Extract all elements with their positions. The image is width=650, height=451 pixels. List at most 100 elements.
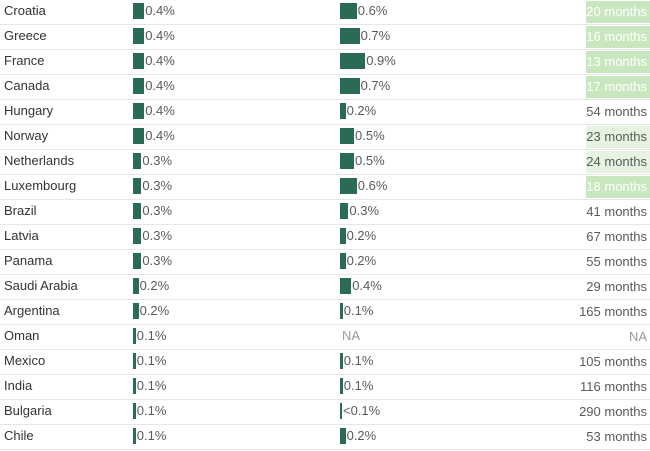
value-metric-b: <0.1% xyxy=(343,403,381,418)
country-label: Brazil xyxy=(4,203,37,218)
bar-metric-b xyxy=(340,28,360,44)
table-row: Panama 0.3% 0.2% 55 months xyxy=(0,250,650,275)
value-metric-b: 0.5% xyxy=(355,153,385,168)
table-row: Latvia 0.3% 0.2% 67 months xyxy=(0,225,650,250)
months-value: 18 months xyxy=(586,179,647,194)
months-cell: 116 months xyxy=(580,376,650,398)
value-metric-b: 0.6% xyxy=(357,178,388,193)
bar-metric-b xyxy=(340,178,357,194)
bar-metric-a xyxy=(133,178,142,194)
table-row: Argentina 0.2% 0.1% 165 months xyxy=(0,300,650,325)
months-cell: 53 months xyxy=(586,426,650,448)
bar-metric-a xyxy=(133,253,142,269)
months-value: 16 months xyxy=(586,29,647,44)
bar-metric-a xyxy=(133,3,145,19)
months-value: 24 months xyxy=(586,154,647,169)
value-metric-a: 0.4% xyxy=(145,103,175,118)
bar-metric-b xyxy=(340,253,346,269)
value-metric-a: 0.4% xyxy=(145,3,175,18)
country-label: Greece xyxy=(4,28,47,43)
value-metric-a: 0.3% xyxy=(142,203,173,218)
country-label: France xyxy=(4,53,45,68)
months-value: 29 months xyxy=(586,279,647,294)
bar-metric-b xyxy=(340,203,349,219)
value-metric-b: 0.1% xyxy=(343,303,374,318)
value-metric-a: 0.1% xyxy=(136,428,167,443)
months-value: 290 months xyxy=(579,404,647,419)
value-metric-b: 0.3% xyxy=(349,203,380,218)
months-cell: 67 months xyxy=(586,226,650,248)
months-cell: 18 months xyxy=(586,176,650,198)
value-metric-b: 0.7% xyxy=(360,28,391,43)
table-row: Oman 0.1% NA NA xyxy=(0,325,650,350)
months-value: 165 months xyxy=(579,304,647,319)
country-label: Panama xyxy=(4,253,53,268)
months-value: 54 months xyxy=(586,104,647,119)
table-row: Canada 0.4% 0.7% 17 months xyxy=(0,75,650,100)
bar-metric-a xyxy=(133,278,139,294)
value-metric-a: 0.3% xyxy=(142,228,173,243)
value-metric-b: 0.1% xyxy=(343,378,374,393)
value-metric-a: 0.3% xyxy=(142,253,173,268)
bar-metric-b xyxy=(340,3,357,19)
bar-metric-a xyxy=(133,128,145,144)
table-row: Chile 0.1% 0.2% 53 months xyxy=(0,425,650,450)
months-value: NA xyxy=(628,329,647,344)
bar-metric-b xyxy=(340,78,360,94)
value-metric-a: 0.1% xyxy=(136,403,167,418)
country-label: Latvia xyxy=(4,228,39,243)
months-value: 67 months xyxy=(586,229,647,244)
bar-metric-a xyxy=(133,303,139,319)
bar-metric-b xyxy=(340,128,354,144)
value-metric-b: 0.2% xyxy=(346,428,377,443)
months-cell: 24 months xyxy=(586,151,650,173)
country-label: Oman xyxy=(4,328,40,343)
bar-metric-b xyxy=(340,103,346,119)
months-cell: 23 months xyxy=(586,126,650,148)
table-row: France 0.4% 0.9% 13 months xyxy=(0,50,650,75)
bar-metric-a xyxy=(133,403,136,419)
months-value: 116 months xyxy=(580,379,647,394)
country-label: Chile xyxy=(4,428,34,443)
value-metric-a: 0.1% xyxy=(136,353,167,368)
value-metric-b: 0.5% xyxy=(355,128,385,143)
value-metric-a: 0.1% xyxy=(136,328,167,343)
table-row: Brazil 0.3% 0.3% 41 months xyxy=(0,200,650,225)
country-label: Luxembourg xyxy=(4,178,77,193)
table-row: Croatia 0.4% 0.6% 20 months xyxy=(0,0,650,25)
months-cell: 54 months xyxy=(586,101,650,123)
months-value: 23 months xyxy=(586,129,647,144)
months-cell: 105 months xyxy=(579,351,650,373)
months-cell: 55 months xyxy=(586,251,650,273)
value-metric-b: 0.9% xyxy=(366,53,396,68)
table-row: India 0.1% 0.1% 116 months xyxy=(0,375,650,400)
value-metric-b: 0.2% xyxy=(346,228,377,243)
table-row: Norway 0.4% 0.5% 23 months xyxy=(0,125,650,150)
value-metric-a: 0.3% xyxy=(142,153,173,168)
months-value: 13 months xyxy=(586,54,647,69)
country-label: Mexico xyxy=(4,353,46,368)
bar-metric-a xyxy=(133,153,142,169)
bar-metric-a xyxy=(133,28,145,44)
bar-metric-a xyxy=(133,428,136,444)
table-row: Bulgaria 0.1% <0.1% 290 months xyxy=(0,400,650,425)
table-row: Hungary 0.4% 0.2% 54 months xyxy=(0,100,650,125)
bar-metric-b xyxy=(340,53,366,69)
bar-metric-a xyxy=(133,78,145,94)
bar-metric-b xyxy=(340,303,343,319)
bar-metric-a xyxy=(133,353,136,369)
value-metric-b: 0.2% xyxy=(346,253,377,268)
country-label: Netherlands xyxy=(4,153,75,168)
value-metric-b: 0.1% xyxy=(343,353,374,368)
months-cell: 165 months xyxy=(579,301,650,323)
table-row: Greece 0.4% 0.7% 16 months xyxy=(0,25,650,50)
bar-metric-b xyxy=(340,153,354,169)
bar-metric-b xyxy=(340,228,346,244)
months-cell: 20 months xyxy=(586,1,650,23)
table-row: Luxembourg 0.3% 0.6% 18 months xyxy=(0,175,650,200)
months-cell: 290 months xyxy=(579,401,650,423)
months-value: 17 months xyxy=(586,79,647,94)
months-cell: NA xyxy=(586,326,650,348)
table-row: Saudi Arabia 0.2% 0.4% 29 months xyxy=(0,275,650,300)
value-metric-a: 0.2% xyxy=(139,278,170,293)
